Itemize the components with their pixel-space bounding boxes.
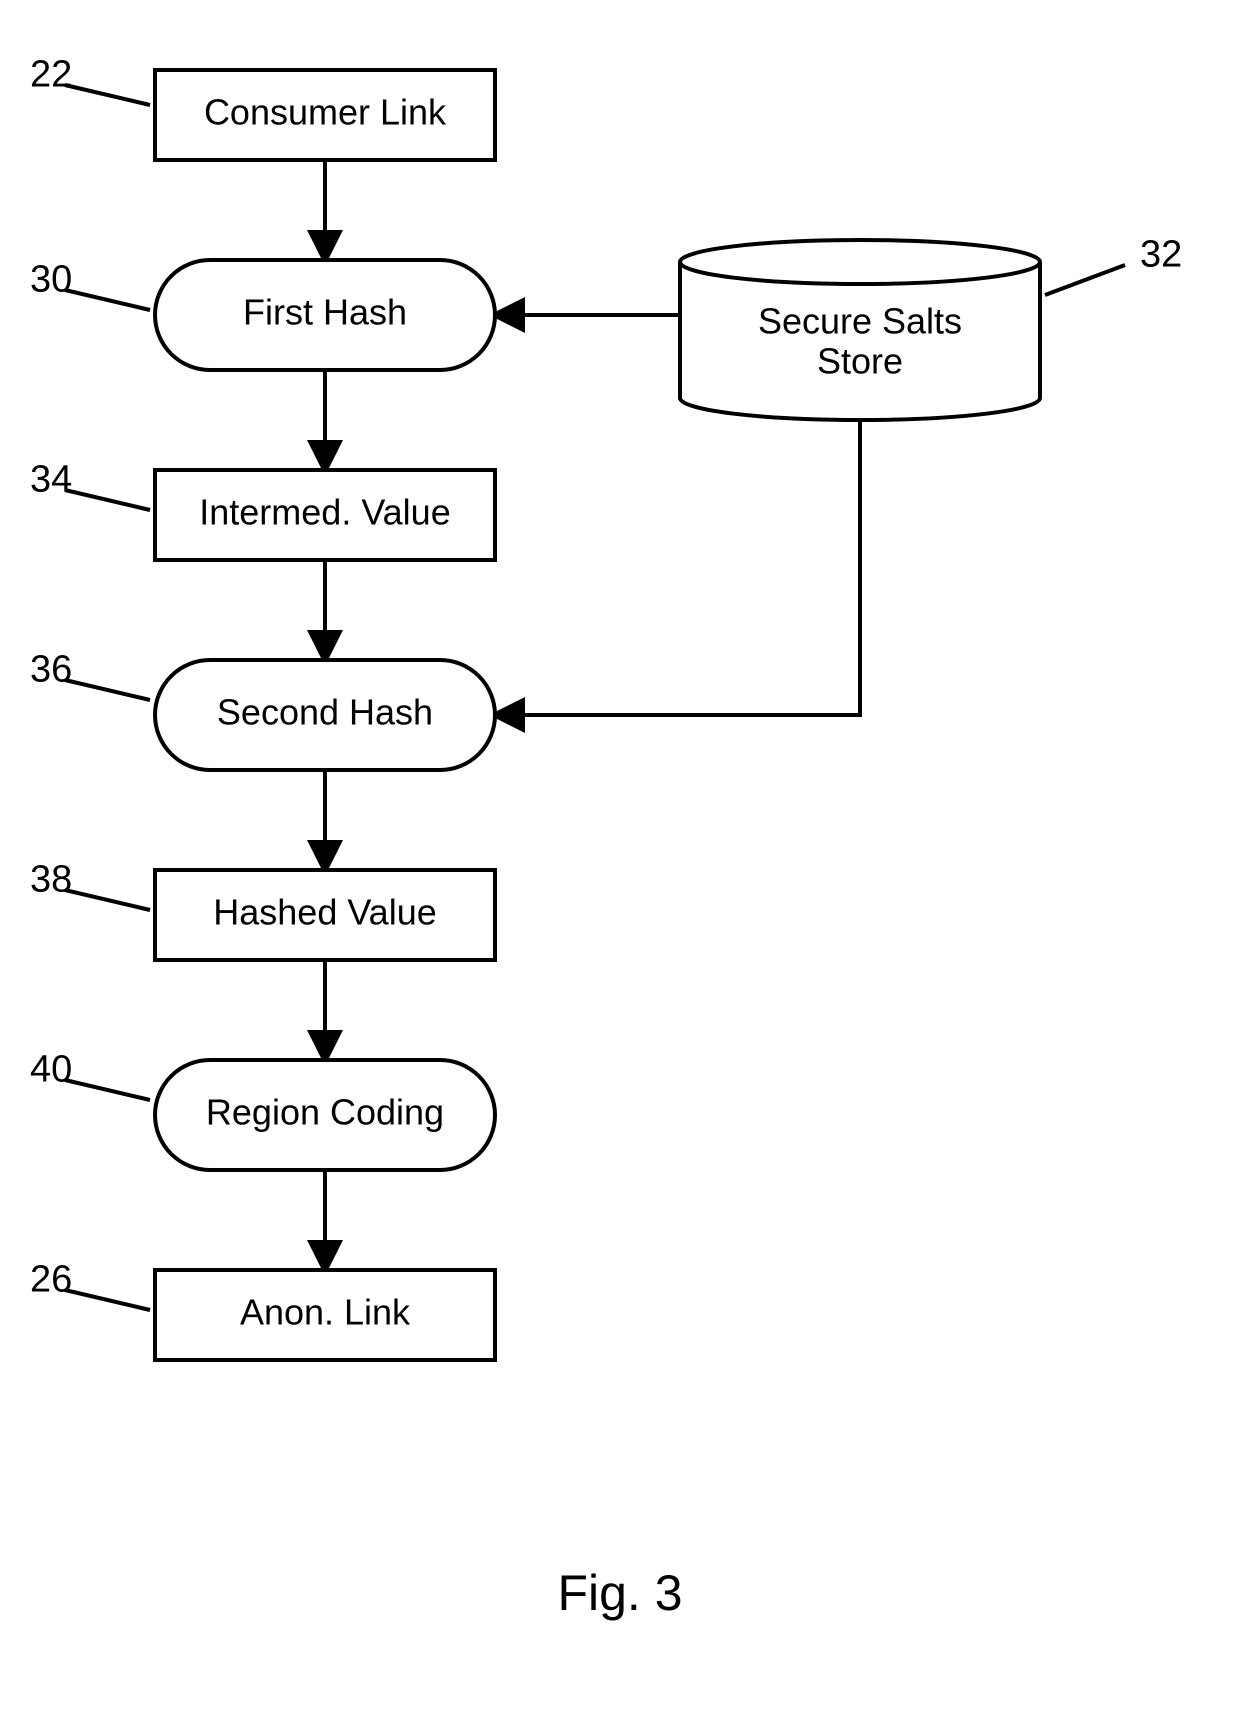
node-label: Secure Salts	[758, 301, 962, 342]
ref-intermed: 34	[30, 458, 150, 510]
figure-caption: Fig. 3	[557, 1565, 682, 1621]
ref-number: 22	[30, 53, 72, 95]
ref-first_hash: 30	[30, 258, 150, 310]
node-label: First Hash	[243, 292, 407, 333]
ref-number: 38	[30, 858, 72, 900]
ref-salts_store: 32	[1045, 233, 1182, 295]
node-label: Region Coding	[206, 1092, 444, 1133]
node-salts_store: Secure SaltsStore	[680, 240, 1040, 420]
node-first_hash: First Hash	[155, 260, 495, 370]
flowchart-fig3: Consumer Link First Hash Intermed. Value Se…	[0, 0, 1240, 1721]
ref-number: 32	[1140, 233, 1182, 275]
node-anon_link: Anon. Link	[155, 1270, 495, 1360]
ref-number: 36	[30, 648, 72, 690]
node-label: Intermed. Value	[199, 492, 450, 533]
ref-region_coding: 40	[30, 1048, 150, 1100]
ref-second_hash: 36	[30, 648, 150, 700]
node-region_coding: Region Coding	[155, 1060, 495, 1170]
ref-consumer_link: 22	[30, 53, 150, 105]
node-intermed: Intermed. Value	[155, 470, 495, 560]
node-label: Second Hash	[217, 692, 433, 733]
node-consumer_link: Consumer Link	[155, 70, 495, 160]
node-hashed_value: Hashed Value	[155, 870, 495, 960]
node-second_hash: Second Hash	[155, 660, 495, 770]
node-label: Store	[817, 340, 903, 381]
ref-hashed_value: 38	[30, 858, 150, 910]
node-label: Hashed Value	[213, 892, 437, 933]
node-label: Consumer Link	[204, 92, 447, 133]
edge-salts_store-second_hash	[495, 420, 860, 715]
ref-number: 34	[30, 458, 72, 500]
node-label: Anon. Link	[240, 1292, 411, 1333]
ref-anon_link: 26	[30, 1258, 150, 1310]
ref-number: 30	[30, 258, 72, 300]
ref-number: 26	[30, 1258, 72, 1300]
ref-number: 40	[30, 1048, 72, 1090]
